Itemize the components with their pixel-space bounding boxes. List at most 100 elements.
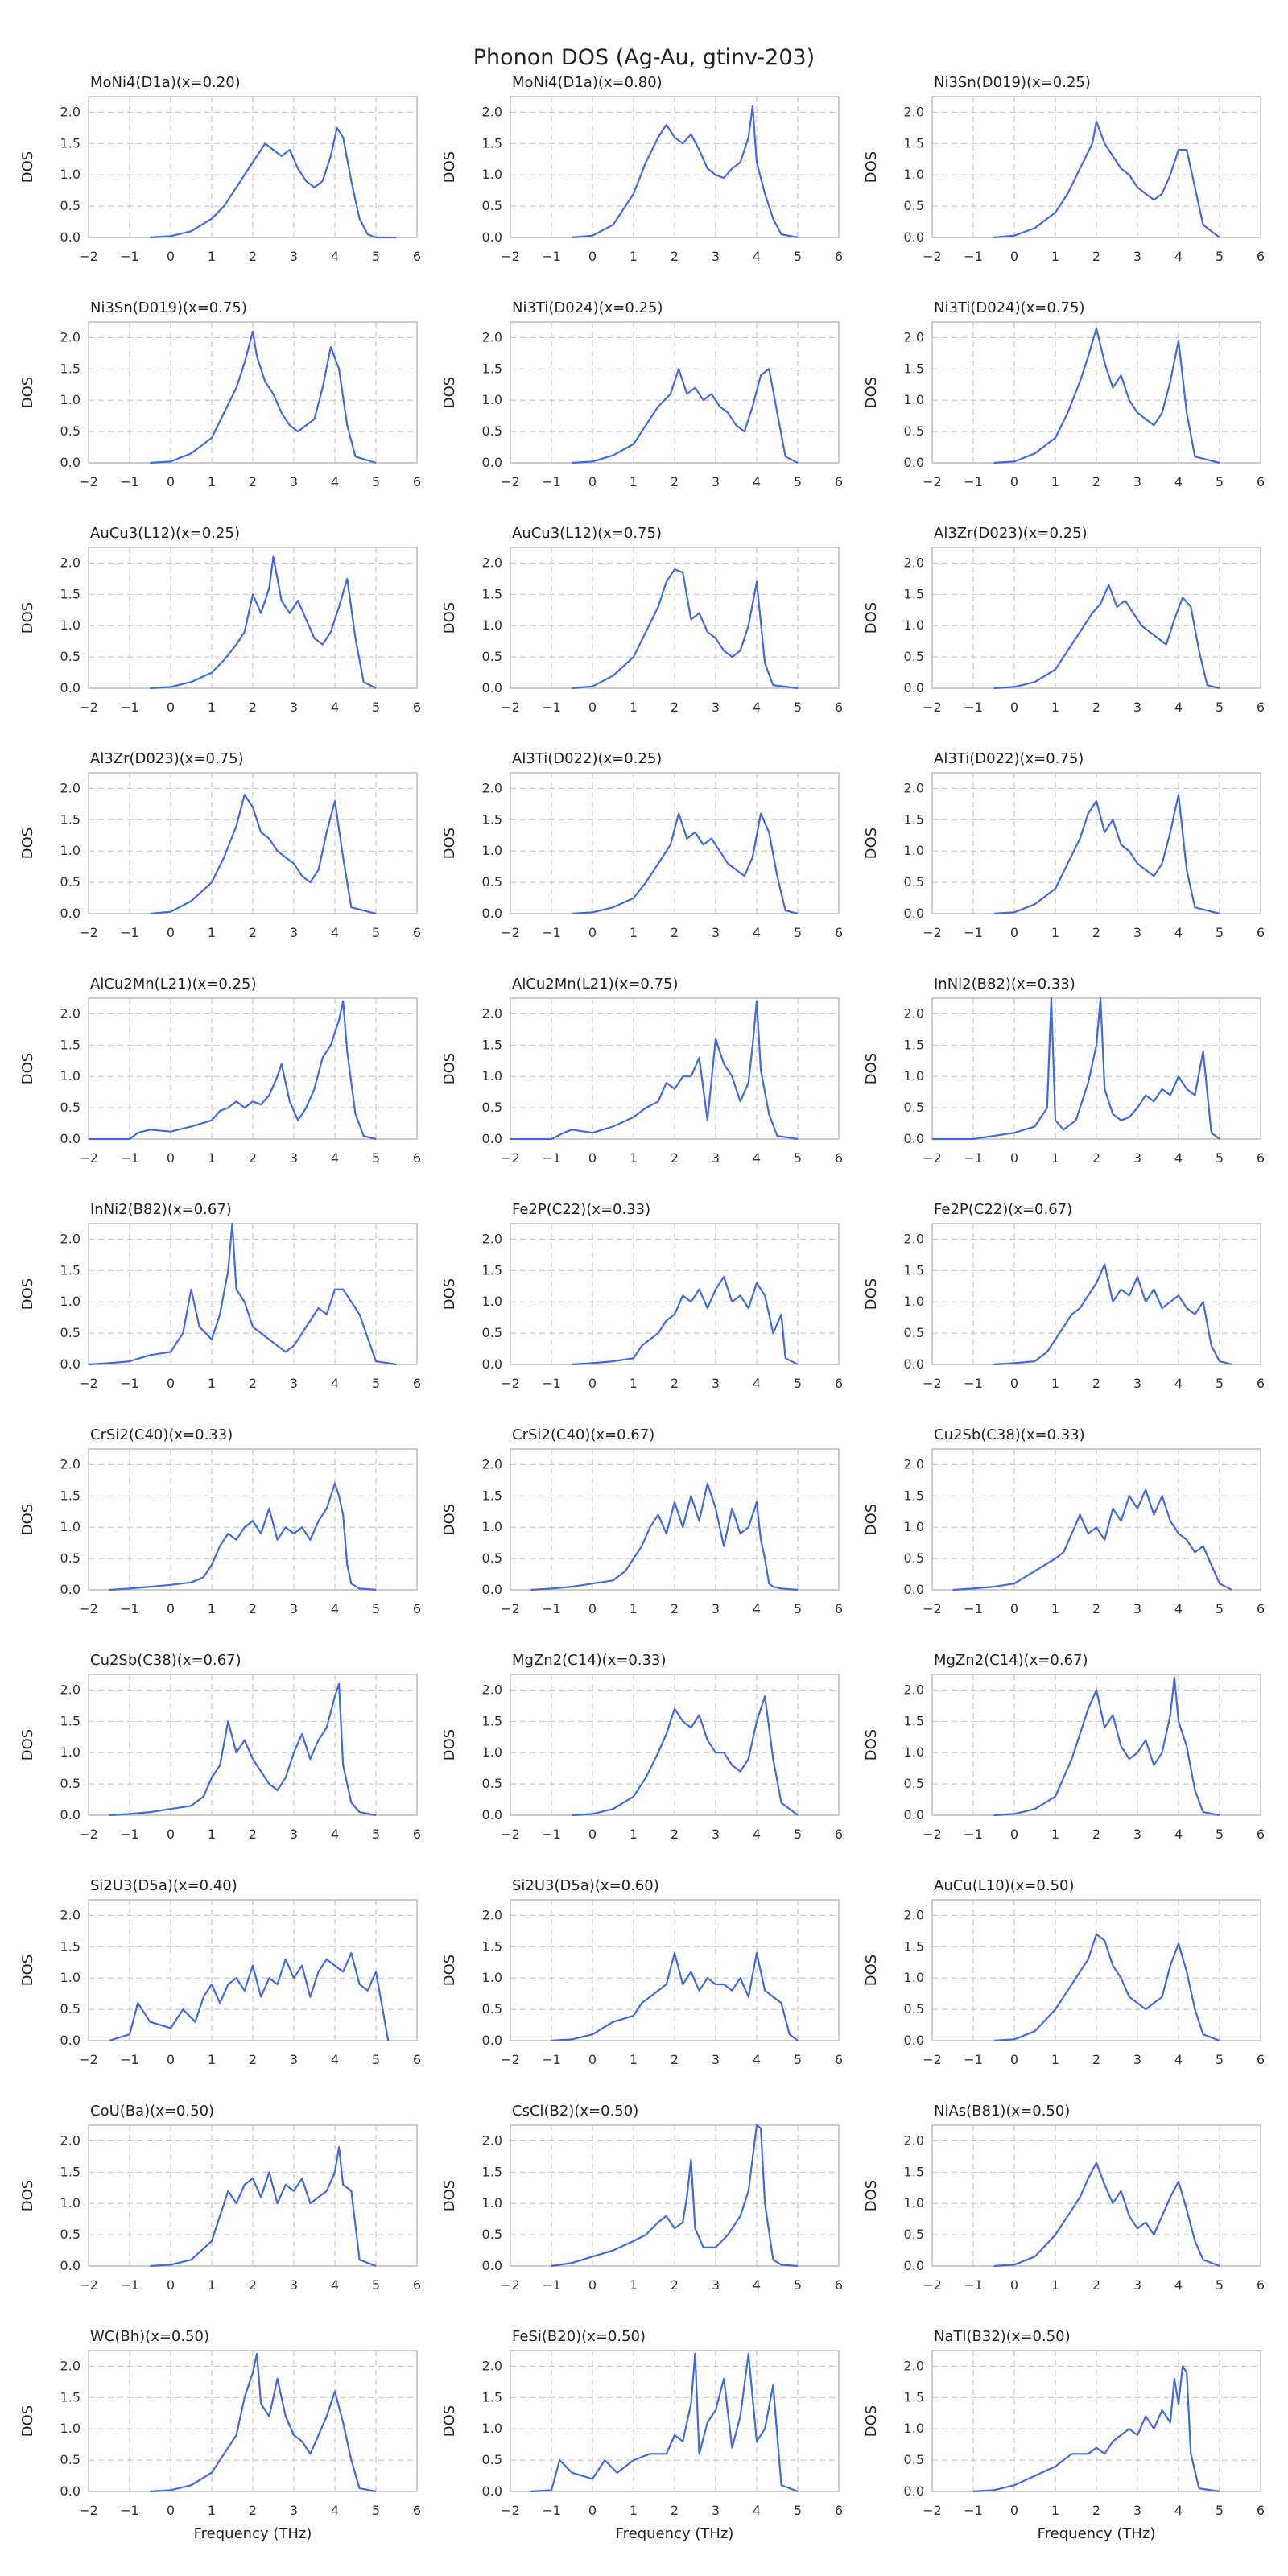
y-tick-label: 1.5 bbox=[482, 361, 502, 376]
x-tick-label: 0 bbox=[588, 1601, 597, 1616]
y-axis-label: DOS bbox=[19, 1053, 36, 1084]
y-tick-label: 2.0 bbox=[904, 104, 924, 119]
x-tick-label: 0 bbox=[1010, 2503, 1018, 2518]
y-tick-label: 2.0 bbox=[904, 780, 924, 795]
y-tick-label: 0.0 bbox=[904, 680, 924, 696]
y-axis-label: DOS bbox=[441, 377, 458, 408]
y-tick-label: 1.0 bbox=[904, 1744, 924, 1760]
y-tick-label: 2.0 bbox=[482, 2358, 502, 2373]
x-tick-label: 1 bbox=[208, 249, 216, 264]
dos-panel: Si2U3(D5a)(x=0.40) 0.0 0.5 1.0 1.5 2.0 −2 −1 0 1 2… bbox=[19, 1877, 421, 2067]
x-tick-label: 6 bbox=[835, 2052, 843, 2067]
x-tick-label: 5 bbox=[372, 1827, 380, 1842]
x-tick-label: 0 bbox=[1010, 249, 1018, 264]
plot-frame bbox=[88, 997, 418, 1140]
dos-panel: NiAs(B81)(x=0.50) 0.0 0.5 1.0 1.5 2.0 −2 −1 0 1 2 3… bbox=[863, 2103, 1265, 2293]
x-tick-label: 6 bbox=[1257, 1601, 1265, 1616]
x-tick-label: 3 bbox=[1133, 1376, 1141, 1391]
x-tick-label: 3 bbox=[712, 2277, 720, 2293]
x-tick-label: 6 bbox=[835, 2277, 843, 2293]
x-tick-label: 4 bbox=[331, 1827, 339, 1842]
y-tick-label: 1.5 bbox=[60, 1488, 80, 1503]
y-tick-label: 1.0 bbox=[904, 1294, 924, 1309]
panel-title: Fe2P(C22)(x=0.33) bbox=[512, 1201, 650, 1218]
y-tick-label: 0.5 bbox=[904, 423, 924, 439]
x-tick-label: 3 bbox=[1133, 925, 1141, 940]
y-tick-label: 0.5 bbox=[60, 2452, 80, 2467]
x-tick-label: 1 bbox=[1051, 2052, 1059, 2067]
x-tick-label: 6 bbox=[413, 1376, 421, 1391]
x-tick-label: −2 bbox=[501, 1150, 520, 1166]
x-tick-label: 1 bbox=[1051, 1150, 1059, 1166]
dos-panel: Cu2Sb(C38)(x=0.33) 0.0 0.5 1.0 1.5 2.0 −2 −1 0 1 2… bbox=[863, 1426, 1265, 1616]
dos-panel: WC(Bh)(x=0.50) 0.0 0.5 1.0 1.5 2.0 −2 −1 0 1 2 3 4 5 6… bbox=[19, 2328, 421, 2542]
y-tick-label: 2.0 bbox=[904, 2358, 924, 2373]
y-tick-label: 1.5 bbox=[904, 1938, 924, 1954]
x-tick-label: 2 bbox=[1092, 1376, 1100, 1391]
x-tick-label: 6 bbox=[1257, 1150, 1265, 1166]
x-tick-label: −1 bbox=[964, 1150, 983, 1166]
y-tick-label: 0.5 bbox=[482, 2001, 502, 2017]
x-tick-label: 0 bbox=[167, 1827, 175, 1842]
x-tick-label: 1 bbox=[208, 1376, 216, 1391]
x-tick-label: 5 bbox=[372, 2503, 380, 2518]
y-tick-label: 0.0 bbox=[60, 1807, 80, 1823]
y-axis-label: DOS bbox=[19, 2405, 36, 2437]
y-axis-label: DOS bbox=[19, 1278, 36, 1310]
y-tick-label: 1.5 bbox=[904, 1713, 924, 1728]
x-tick-label: −2 bbox=[501, 1376, 520, 1391]
x-tick-label: −1 bbox=[120, 2277, 139, 2293]
x-tick-label: 0 bbox=[588, 2052, 597, 2067]
y-tick-label: 0.0 bbox=[904, 229, 924, 245]
x-tick-label: 6 bbox=[1257, 249, 1265, 264]
panel-title: MgZn2(C14)(x=0.33) bbox=[512, 1652, 667, 1669]
x-tick-label: 5 bbox=[1216, 925, 1224, 940]
x-tick-label: −1 bbox=[542, 2277, 561, 2293]
y-tick-label: 0.5 bbox=[60, 1325, 80, 1340]
y-tick-label: 0.0 bbox=[482, 680, 502, 696]
y-tick-label: 2.0 bbox=[482, 780, 502, 795]
x-tick-label: 5 bbox=[372, 2052, 380, 2067]
x-tick-label: 4 bbox=[331, 1150, 339, 1166]
x-tick-label: −2 bbox=[79, 1827, 98, 1842]
y-tick-label: 1.0 bbox=[482, 1068, 502, 1084]
y-tick-label: 1.5 bbox=[482, 1262, 502, 1278]
y-tick-label: 2.0 bbox=[904, 2132, 924, 2148]
y-tick-label: 2.0 bbox=[60, 2358, 80, 2373]
panel-title: AuCu3(L12)(x=0.75) bbox=[512, 525, 662, 542]
plot-frame bbox=[88, 1899, 418, 2041]
x-tick-label: 5 bbox=[372, 1150, 380, 1166]
x-tick-label: −2 bbox=[79, 700, 98, 715]
x-tick-label: 3 bbox=[1133, 1827, 1141, 1842]
y-tick-label: 1.5 bbox=[482, 1488, 502, 1503]
y-tick-label: 2.0 bbox=[60, 1005, 80, 1021]
y-tick-label: 0.0 bbox=[60, 1131, 80, 1146]
y-tick-label: 2.0 bbox=[904, 329, 924, 345]
x-tick-label: 6 bbox=[413, 1601, 421, 1616]
y-axis-label: DOS bbox=[441, 1504, 458, 1535]
panel-title: CsCl(B2)(x=0.50) bbox=[512, 2103, 638, 2120]
y-axis-label: DOS bbox=[863, 602, 880, 634]
dos-line bbox=[150, 330, 377, 464]
panel-title: Cu2Sb(C38)(x=0.67) bbox=[90, 1652, 242, 1669]
y-tick-label: 1.0 bbox=[904, 392, 924, 407]
x-tick-label: 3 bbox=[1133, 2503, 1141, 2518]
x-tick-label: 4 bbox=[1174, 1376, 1183, 1391]
x-tick-label: 2 bbox=[671, 1827, 679, 1842]
x-tick-label: 4 bbox=[331, 1601, 339, 1616]
dos-panel: Ni3Sn(D019)(x=0.25) 0.0 0.5 1.0 1.5 2.0 −2 −1 0 1… bbox=[863, 74, 1265, 264]
y-tick-label: 1.5 bbox=[482, 1713, 502, 1728]
plot-frame bbox=[931, 2124, 1261, 2267]
dos-line bbox=[510, 1000, 799, 1141]
x-tick-label: 3 bbox=[712, 2052, 720, 2067]
dos-panel: Fe2P(C22)(x=0.33) 0.0 0.5 1.0 1.5 2.0 −2 −1 0 1 2 3… bbox=[441, 1201, 843, 1391]
x-tick-label: 3 bbox=[1133, 2277, 1141, 2293]
y-axis-label: DOS bbox=[19, 151, 36, 183]
x-tick-label: 0 bbox=[588, 1150, 597, 1166]
x-tick-label: 1 bbox=[1051, 700, 1059, 715]
x-tick-label: 3 bbox=[712, 1376, 720, 1391]
x-tick-label: 5 bbox=[1216, 700, 1224, 715]
x-tick-label: 2 bbox=[671, 249, 679, 264]
plot-frame bbox=[510, 2124, 840, 2267]
y-tick-label: 1.0 bbox=[60, 167, 80, 182]
